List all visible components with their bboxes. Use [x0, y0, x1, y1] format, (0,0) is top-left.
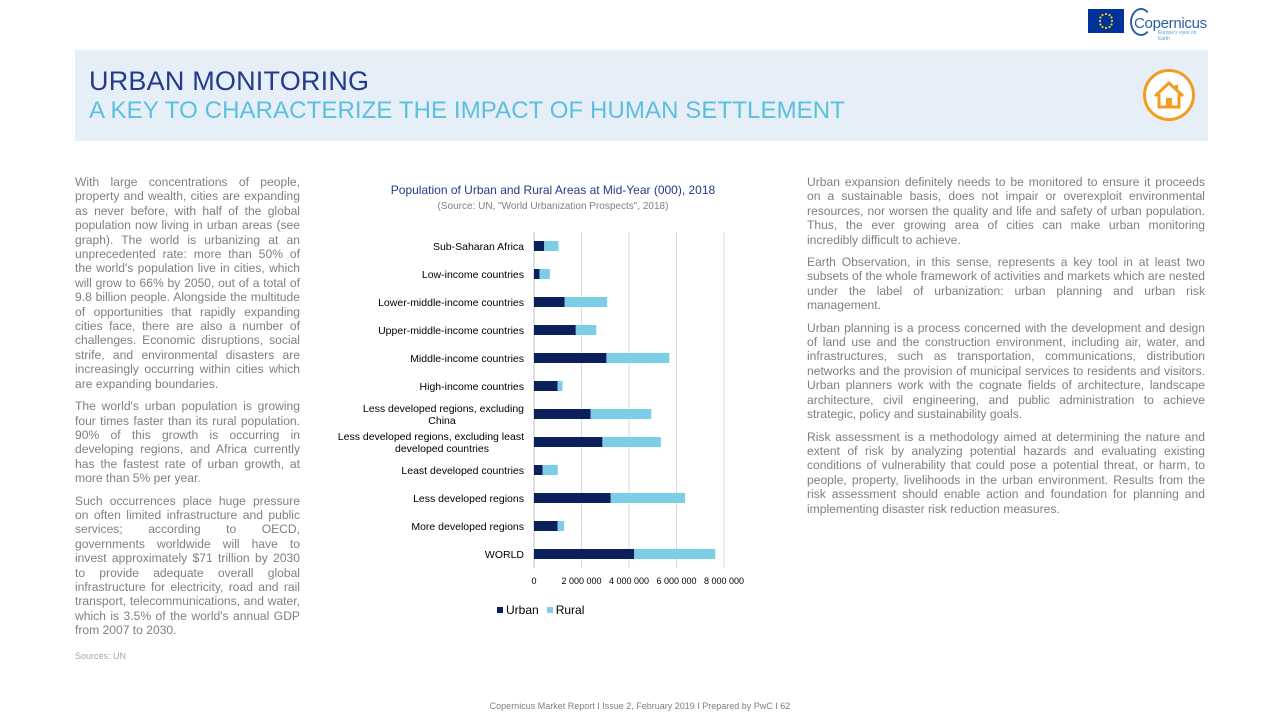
left-paragraph-3: Such occurrences place huge pressure on …: [75, 493, 300, 638]
category-label: High-income countries: [420, 381, 524, 393]
bar-urban: [534, 465, 543, 475]
legend-swatch-urban: [497, 607, 503, 613]
x-tick-label: 2 000 000: [561, 576, 601, 586]
category-label: WORLD: [485, 549, 525, 561]
bar-rural: [557, 381, 563, 391]
legend-label-rural: Rural: [555, 603, 585, 617]
copernicus-logo-text: Copernicus: [1134, 15, 1207, 32]
bar-urban: [534, 437, 603, 447]
bar-rural: [564, 297, 608, 307]
house-icon: [1143, 69, 1195, 121]
category-label: Low-income countries: [422, 269, 524, 281]
bar-rural: [575, 325, 597, 335]
x-tick-label: 8 000 000: [704, 576, 744, 586]
bar-urban: [534, 381, 558, 391]
right-paragraph-1: Urban expansion definitely needs to be m…: [807, 175, 1205, 247]
bar-rural: [542, 465, 558, 475]
page-footer: Copernicus Market Report I Issue 2, Febr…: [489, 701, 791, 711]
x-tick-label: 6 000 000: [656, 576, 696, 586]
left-paragraph-1: With large concentrations of people, pro…: [75, 175, 300, 391]
copernicus-logo-tagline: Europe's eyes on Earth: [1158, 30, 1197, 42]
bar-urban: [534, 493, 611, 503]
bar-urban: [534, 241, 545, 251]
legend-item-urban: Urban: [497, 603, 539, 617]
page-title: URBAN MONITORING: [89, 66, 370, 96]
bar-rural: [539, 269, 550, 279]
logo-area: Copernicus Europe's eyes on Earth: [1088, 8, 1208, 42]
legend-swatch-rural: [546, 607, 553, 613]
population-chart: Sub-Saharan Africa Low-income countries Lo…: [325, 175, 785, 635]
bar-urban: [534, 353, 607, 363]
category-label: Less developed regions, excluding least: [338, 431, 524, 443]
legend-label-urban: Urban: [506, 603, 539, 617]
x-tick-label: 0: [531, 576, 536, 586]
sources-note: Sources: UN: [75, 651, 127, 661]
right-paragraph-2: Earth Observation, in this sense, repres…: [807, 255, 1205, 313]
chart-subtitle: (Source: UN, "World Urbanization Prospec…: [437, 201, 669, 212]
category-label: China: [428, 415, 456, 427]
category-label: Lower-middle-income countries: [378, 297, 524, 309]
left-paragraph-2: The world's urban population is growing …: [75, 399, 300, 486]
bar-rural: [557, 521, 565, 531]
category-label: Sub-Saharan Africa: [433, 241, 524, 253]
category-label: Less developed regions: [413, 493, 524, 505]
bar-urban: [534, 269, 540, 279]
category-label: More developed regions: [411, 521, 524, 533]
bar-rural: [606, 353, 670, 363]
bar-rural: [634, 549, 716, 559]
legend-item-rural: Rural: [546, 603, 585, 617]
bar-urban: [534, 409, 591, 419]
title-banner: URBAN MONITORING A KEY TO CHARACTERIZE T…: [75, 50, 1208, 141]
right-text-column: Urban expansion definitely needs to be m…: [807, 175, 1205, 524]
bar-rural: [602, 437, 661, 447]
category-label: Upper-middle-income countries: [378, 325, 524, 337]
bar-urban: [534, 325, 576, 335]
left-text-column: With large concentrations of people, pro…: [75, 175, 300, 646]
bar-rural: [610, 493, 686, 503]
chart-plot: Sub-Saharan Africa Low-income countries Lo…: [338, 232, 744, 586]
copernicus-ring-icon: [1130, 8, 1152, 36]
chart-title: Population of Urban and Rural Areas at M…: [390, 183, 716, 197]
chart-legend: Urban Rural: [497, 603, 584, 617]
copernicus-logo: Copernicus Europe's eyes on Earth: [1130, 8, 1208, 42]
bar-urban: [534, 521, 558, 531]
bar-rural: [590, 409, 652, 419]
bar-urban: [534, 549, 635, 559]
category-label: Middle-income countries: [410, 353, 524, 365]
eu-flag-icon: [1088, 9, 1124, 33]
right-paragraph-4: Risk assessment is a methodology aimed a…: [807, 429, 1205, 516]
page-subtitle: A KEY TO CHARACTERIZE THE IMPACT OF HUMA…: [89, 97, 845, 124]
bar-rural: [544, 241, 559, 251]
category-label: Least developed countries: [401, 465, 524, 477]
category-label: developed countries: [395, 443, 489, 455]
category-label: Less developed regions, excluding: [363, 403, 524, 415]
x-tick-label: 4 000 000: [609, 576, 649, 586]
bar-urban: [534, 297, 565, 307]
right-paragraph-3: Urban planning is a process concerned wi…: [807, 320, 1205, 422]
